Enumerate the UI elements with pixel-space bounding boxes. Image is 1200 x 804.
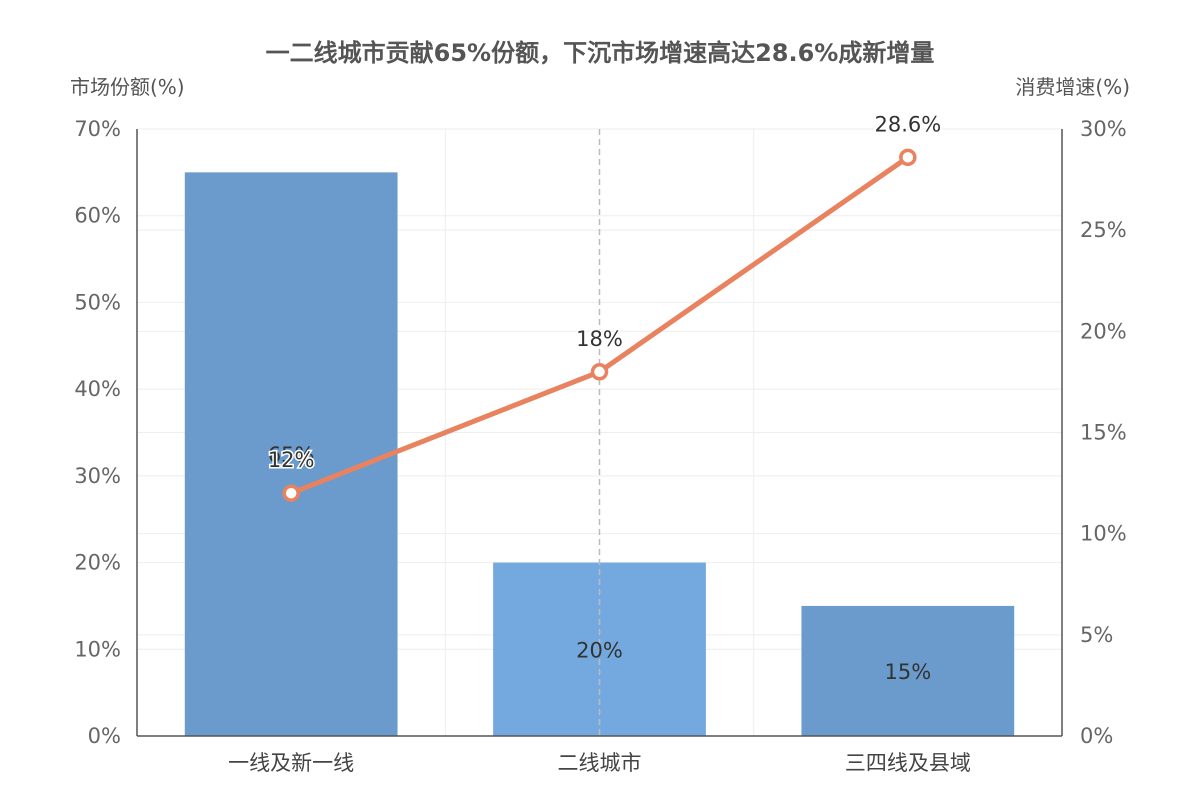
bar-layer: [184, 172, 1015, 736]
right-tick-label: 0%: [1080, 724, 1113, 748]
left-tick-label: 60%: [74, 204, 121, 228]
left-tick-label: 20%: [74, 551, 121, 575]
left-tick-label: 10%: [74, 637, 121, 661]
left-tick-label: 50%: [74, 290, 121, 314]
line-value-label: 12%: [268, 448, 315, 472]
bar-value-label: 15%: [884, 660, 931, 684]
right-tick-label: 5%: [1080, 623, 1113, 647]
right-tick-label: 10%: [1080, 522, 1127, 546]
left-axis-name: 市场份额(%): [70, 75, 185, 99]
category-label: 三四线及县域: [845, 751, 971, 775]
line-value-label: 28.6%: [874, 112, 941, 136]
category-label: 二线城市: [558, 751, 642, 775]
line-point: [282, 484, 300, 502]
bar: [184, 172, 398, 736]
line-value-label: 18%: [576, 327, 623, 351]
right-tick-label: 20%: [1080, 319, 1127, 343]
left-tick-label: 30%: [74, 464, 121, 488]
bar: [801, 605, 1015, 736]
label-layer: 65% 20% 15% 12% 18% 28.6%: [266, 111, 942, 684]
axis-layer: 0% 10% 20% 30% 40% 50% 60% 70% 0% 5% 10% 15% 20% 25% 3…: [74, 117, 1126, 775]
right-tick-label: 25%: [1080, 218, 1127, 242]
bar-value-label: 65%: [268, 443, 315, 467]
bar-value-label: 20%: [576, 638, 623, 662]
line-point: [590, 363, 609, 381]
category-label: 一线及新一线: [228, 751, 354, 775]
left-tick-label: 70%: [74, 117, 121, 141]
line-layer: [282, 148, 917, 502]
left-tick-label: 0%: [88, 724, 121, 748]
right-tick-label: 15%: [1080, 421, 1127, 445]
line-point: [899, 148, 917, 167]
chart-title: 一二线城市贡献65%份额，下沉市场增速高达28.6%成新增量: [266, 39, 935, 67]
right-axis-name: 消费增速(%): [1015, 75, 1130, 99]
right-tick-label: 30%: [1080, 117, 1127, 141]
left-tick-label: 40%: [74, 377, 121, 401]
